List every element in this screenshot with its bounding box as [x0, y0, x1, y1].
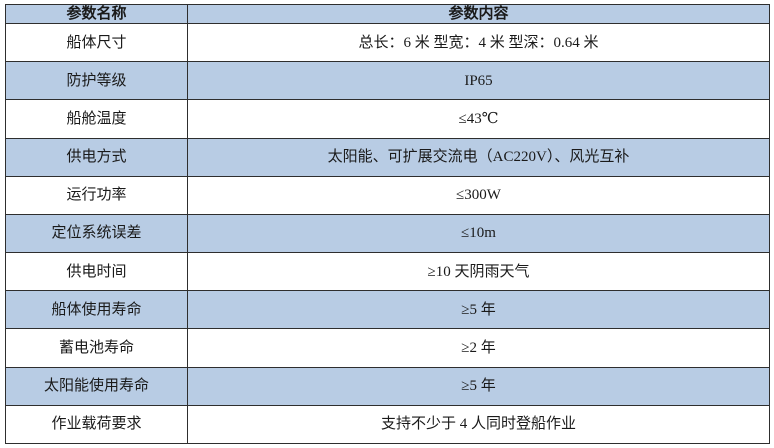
param-name-cell: 船体尺寸	[5, 22, 188, 63]
param-value-cell: ≤300W	[187, 175, 770, 215]
table-row: 供电时间 ≥10 天阴雨天气	[5, 252, 770, 292]
table-header: 参数名称 参数内容	[5, 4, 770, 24]
column-header-param-value: 参数内容	[187, 4, 770, 24]
param-name-cell: 供电方式	[5, 137, 188, 177]
param-value-cell: 支持不少于 4 人同时登船作业	[187, 404, 770, 445]
param-value-cell: 总长：6 米 型宽：4 米 型深：0.64 米	[187, 22, 770, 63]
table-row: 船体使用寿命 ≥5 年	[5, 290, 770, 330]
table-row: 船体尺寸 总长：6 米 型宽：4 米 型深：0.64 米	[5, 22, 770, 63]
param-value-cell: 太阳能、可扩展交流电（AC220V）、风光互补	[187, 137, 770, 177]
param-name-cell: 供电时间	[5, 252, 188, 292]
table-row: 防护等级 IP65	[5, 61, 770, 101]
param-name-cell: 作业载荷要求	[5, 404, 188, 445]
param-name-cell: 运行功率	[5, 175, 188, 215]
param-name-cell: 船舱温度	[5, 99, 188, 139]
param-value-cell: ≥2 年	[187, 328, 770, 368]
column-header-param-name: 参数名称	[5, 4, 188, 24]
param-name-cell: 船体使用寿命	[5, 290, 188, 330]
param-value-cell: ≤10m	[187, 213, 770, 254]
header-row: 参数名称 参数内容	[5, 4, 770, 24]
table-row: 太阳能使用寿命 ≥5 年	[5, 366, 770, 406]
param-value-cell: ≤43℃	[187, 99, 770, 139]
param-name-cell: 太阳能使用寿命	[5, 366, 188, 406]
table-row: 作业载荷要求 支持不少于 4 人同时登船作业	[5, 404, 770, 445]
param-name-cell: 蓄电池寿命	[5, 328, 188, 368]
param-value-cell: IP65	[187, 61, 770, 101]
param-value-cell: ≥5 年	[187, 366, 770, 406]
table-body: 船体尺寸 总长：6 米 型宽：4 米 型深：0.64 米 防护等级 IP65 船…	[5, 22, 770, 445]
table-row: 船舱温度 ≤43℃	[5, 99, 770, 139]
parameters-table: 参数名称 参数内容 船体尺寸 总长：6 米 型宽：4 米 型深：0.64 米 防…	[5, 4, 770, 445]
table-row: 运行功率 ≤300W	[5, 175, 770, 215]
table-row: 供电方式 太阳能、可扩展交流电（AC220V）、风光互补	[5, 137, 770, 177]
param-name-cell: 防护等级	[5, 61, 188, 101]
param-value-cell: ≥5 年	[187, 290, 770, 330]
param-name-cell: 定位系统误差	[5, 213, 188, 254]
table-row: 定位系统误差 ≤10m	[5, 213, 770, 254]
table-row: 蓄电池寿命 ≥2 年	[5, 328, 770, 368]
param-value-cell: ≥10 天阴雨天气	[187, 252, 770, 292]
